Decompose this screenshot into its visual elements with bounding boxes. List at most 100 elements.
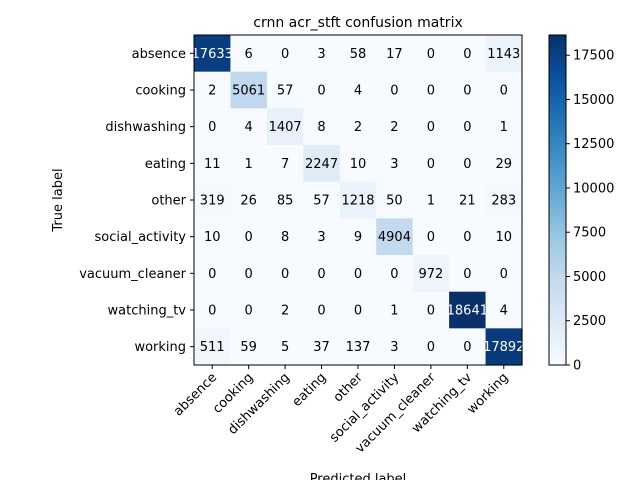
cell-value-label: 1	[390, 304, 398, 319]
cell-value-label: 1218	[341, 194, 374, 209]
cell-value-label: 5061	[232, 84, 265, 99]
cell-value-label: 1	[427, 194, 435, 209]
cell-value-label: 17	[386, 47, 403, 62]
cell-value-label: 4904	[378, 230, 411, 245]
x-tick-label: absence	[171, 370, 220, 419]
heatmap-cell	[230, 71, 268, 109]
cell-value-label: 57	[313, 194, 330, 209]
heatmap-cell	[449, 328, 487, 366]
cell-value-label: 57	[277, 84, 294, 99]
chart-title: crnn acr_stft confusion matrix	[253, 15, 463, 31]
heatmap-cell	[485, 145, 523, 183]
heatmap-cell	[230, 145, 268, 183]
y-tick-label: working	[134, 340, 186, 355]
heatmap-cell	[449, 71, 487, 109]
heatmap-cell	[339, 291, 377, 329]
cell-value-label: 0	[390, 84, 398, 99]
heatmap-cell	[339, 71, 377, 109]
cell-value-label: 0	[245, 304, 253, 319]
heatmap-cell	[412, 255, 450, 293]
heatmap-cell	[376, 328, 414, 366]
cell-value-label: 0	[463, 84, 471, 99]
cell-value-label: 511	[200, 340, 225, 355]
x-axis-label: Predicted label	[310, 472, 407, 480]
cell-value-label: 2	[354, 120, 362, 135]
cell-value-label: 972	[418, 267, 443, 282]
colorbar-tick-label: 5000	[573, 270, 606, 285]
y-tick-label: dishwashing	[105, 120, 186, 135]
heatmap-cell	[485, 328, 523, 366]
cell-value-label: 9	[354, 230, 362, 245]
cell-value-label: 0	[354, 267, 362, 282]
heatmap-cell	[266, 108, 304, 146]
cell-value-label: 2247	[305, 157, 338, 172]
cell-value-label: 10	[204, 230, 221, 245]
heatmap-cell	[412, 108, 450, 146]
colorbar-tick-label: 17500	[573, 49, 614, 64]
heatmap-cell	[194, 255, 232, 293]
heatmap-cell	[230, 35, 268, 73]
cell-value-label: 1407	[269, 120, 302, 135]
cell-value-label: 0	[390, 267, 398, 282]
y-tick-label: absence	[132, 47, 186, 62]
cell-value-label: 29	[496, 157, 513, 172]
cell-value-label: 11	[204, 157, 221, 172]
colorbar-tick-label: 10000	[573, 181, 614, 196]
cell-value-label: 7	[281, 157, 289, 172]
heatmap-cell	[412, 71, 450, 109]
heatmap-cell	[449, 145, 487, 183]
cell-value-label: 0	[245, 230, 253, 245]
cell-value-label: 10	[496, 230, 513, 245]
y-axis-ticks: absence cooking dishwashing eating other soci…	[79, 47, 194, 355]
cell-value-label: 26	[240, 194, 257, 209]
heatmap-cell	[376, 291, 414, 329]
heatmap-cell	[230, 328, 268, 366]
heatmap-cell	[376, 218, 414, 256]
cell-value-label: 59	[240, 340, 257, 355]
cell-value-label: 137	[346, 340, 371, 355]
heatmap-cell	[449, 35, 487, 73]
cell-value-label: 37	[313, 340, 330, 355]
heatmap-cell	[449, 255, 487, 293]
heatmap-cell	[230, 218, 268, 256]
heatmap-cell	[194, 328, 232, 366]
heatmap-cell	[194, 108, 232, 146]
heatmap-cell	[339, 218, 377, 256]
cell-value-label: 5	[281, 340, 289, 355]
cell-value-label: 0	[208, 304, 216, 319]
colorbar-tick-label: 12500	[573, 137, 614, 152]
heatmap-cell	[485, 35, 523, 73]
heatmap-cell	[339, 108, 377, 146]
cell-value-label: 3	[317, 47, 325, 62]
heatmap-cell	[339, 35, 377, 73]
heatmap-cell	[303, 218, 341, 256]
heatmap-cell	[194, 35, 232, 73]
heatmap-cell	[376, 181, 414, 219]
cell-value-label: 0	[500, 267, 508, 282]
cell-value-label: 0	[427, 230, 435, 245]
cell-value-label: 18641	[447, 304, 488, 319]
cell-value-label: 0	[463, 267, 471, 282]
colorbar-tick-label: 7500	[573, 226, 606, 241]
x-tick-label: eating	[290, 370, 330, 410]
cell-value-label: 0	[427, 340, 435, 355]
heatmap-cell	[449, 181, 487, 219]
heatmap-cell	[449, 291, 487, 329]
cell-value-label: 0	[281, 47, 289, 62]
cell-value-label: 85	[277, 194, 294, 209]
colorbar-ticks: 0 2500 5000 7500 10000 12500 15000 17500	[566, 49, 614, 374]
heatmap-cells	[194, 35, 523, 366]
heatmap-cell	[485, 291, 523, 329]
colorbar-tick-label: 15000	[573, 93, 614, 108]
heatmap-cell	[339, 328, 377, 366]
y-tick-label: vacuum_cleaner	[79, 267, 186, 282]
cell-value-label: 58	[350, 47, 367, 62]
cell-value-label: 4	[245, 120, 253, 135]
cell-value-label: 21	[459, 194, 476, 209]
cell-value-label: 1	[245, 157, 253, 172]
colorbar	[548, 34, 567, 366]
heatmap-cell	[376, 255, 414, 293]
